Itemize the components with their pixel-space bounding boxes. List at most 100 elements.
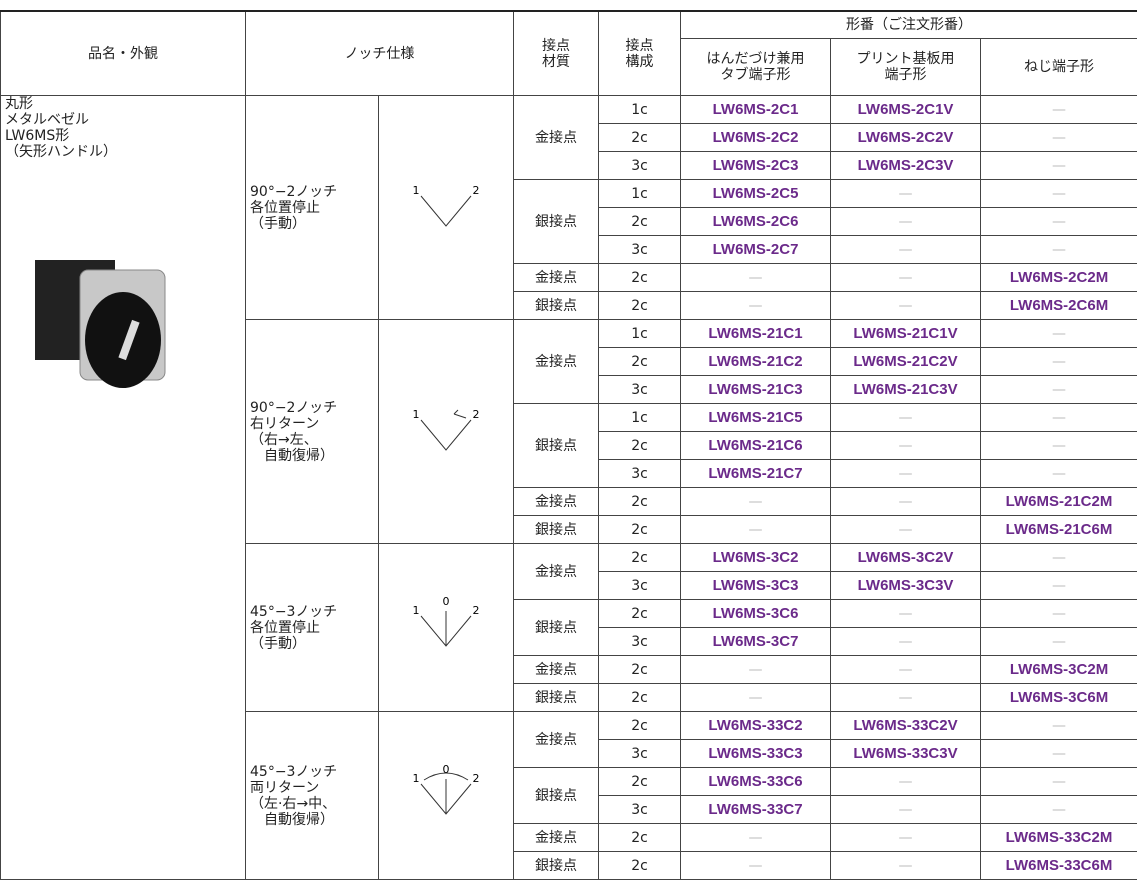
model-cell: — [680, 823, 832, 852]
model-cell: LW6MS-2C1 [680, 95, 832, 124]
model-cell: — [980, 319, 1137, 348]
header-cell: はんだづけ兼用 タブ端子形 [680, 38, 832, 96]
model-cell: — [830, 655, 982, 684]
model-cell: LW6MS-21C6 [680, 431, 832, 460]
model-cell: LW6MS-3C6 [680, 599, 832, 628]
material-cell: 金接点 [513, 823, 600, 852]
model-cell: — [830, 207, 982, 236]
model-cell: LW6MS-33C7 [680, 795, 832, 824]
config-cell: 3c [598, 151, 682, 180]
model-cell: LW6MS-2C7 [680, 235, 832, 264]
config-cell: 2c [598, 683, 682, 712]
model-cell: — [980, 739, 1137, 768]
header-cell: ねじ端子形 [980, 38, 1137, 96]
model-cell: — [980, 431, 1137, 460]
table-row: 2c LW6MS-21C6— — [1, 431, 1137, 460]
model-cell: LW6MS-2C2 [680, 123, 832, 152]
config-cell: 2c [598, 291, 682, 320]
model-cell: LW6MS-3C2V [830, 543, 982, 572]
model-cell: LW6MS-33C3V [830, 739, 982, 768]
model-cell: LW6MS-3C7 [680, 627, 832, 656]
model-cell: LW6MS-2C1V [830, 95, 982, 124]
diagram-cell: 1 0 2 [377, 543, 515, 712]
header-cell: 接点 構成 [598, 10, 682, 96]
config-cell: 2c [598, 543, 682, 572]
material-cell: 金接点 [513, 487, 600, 516]
model-cell: LW6MS-3C3 [680, 571, 832, 600]
config-cell: 2c [598, 711, 682, 740]
notch-label: 1 [413, 604, 420, 617]
model-cell: LW6MS-33C6M [980, 851, 1137, 880]
model-cell: — [980, 151, 1137, 180]
notch-label: 2 [473, 604, 480, 617]
model-cell: — [980, 235, 1137, 264]
material-cell: 金接点 [513, 543, 600, 600]
table-body: 丸形 メタルベゼル LW6MS形 （矢形ハンドル） 90°−2ノッチ 各位置停止 … [0, 95, 1137, 880]
model-cell: — [830, 487, 982, 516]
table-row: 銀接点 1c LW6MS-2C5— — [1, 179, 1137, 264]
model-cell: LW6MS-21C7 [680, 459, 832, 488]
notch-label: 1 [413, 184, 420, 197]
table-row: 2c LW6MS-21C2 LW6MS-21C2V — [1, 347, 1137, 376]
model-cell: — [680, 655, 832, 684]
config-cell: 2c [598, 515, 682, 544]
material-cell: 金接点 [513, 319, 600, 404]
notch-lines [420, 195, 472, 227]
model-cell: — [830, 683, 982, 712]
material-cell: 金接点 [513, 263, 600, 292]
notch-label: 2 [473, 772, 480, 785]
config-cell: 3c [598, 459, 682, 488]
config-cell: 1c [598, 403, 682, 432]
return-arrows [423, 772, 469, 780]
model-cell: — [680, 515, 832, 544]
model-cell: LW6MS-21C6M [980, 515, 1137, 544]
model-cell: — [680, 291, 832, 320]
model-cell: — [830, 179, 982, 208]
model-table: 品名・外観 ノッチ仕様 接点 材質 接点 構成 形番（ご注文形番） はんだづけ兼… [0, 10, 1137, 880]
model-cell: — [980, 599, 1137, 628]
model-cell: — [680, 263, 832, 292]
model-cell: — [980, 95, 1137, 124]
header-cell: 接点 材質 [513, 10, 600, 96]
config-cell: 2c [598, 599, 682, 628]
config-cell: 2c [598, 347, 682, 376]
material-cell: 銀接点 [513, 851, 600, 880]
header-cell: 品名・外観 [0, 10, 246, 96]
table-row: 丸形 メタルベゼル LW6MS形 （矢形ハンドル） 90°−2ノッチ 各位置停止 … [0, 95, 1137, 880]
model-cell: — [830, 235, 982, 264]
table-row: 3c LW6MS-3C7— — [1, 627, 1137, 656]
notch-diagram: 1 0 2 [413, 763, 480, 815]
material-cell: 銀接点 [513, 515, 600, 544]
config-cell: 1c [598, 179, 682, 208]
model-cell: LW6MS-21C3 [680, 375, 832, 404]
config-cell: 1c [598, 319, 682, 348]
config-cell: 2c [598, 487, 682, 516]
material-cell: 銀接点 [513, 179, 600, 264]
model-cell: — [680, 487, 832, 516]
config-cell: 2c [598, 851, 682, 880]
model-cell: LW6MS-33C2M [980, 823, 1137, 852]
material-cell: 金接点 [513, 711, 600, 768]
switch-knob [85, 292, 161, 388]
model-cell: LW6MS-21C3V [830, 375, 982, 404]
product-cell: 丸形 メタルベゼル LW6MS形 （矢形ハンドル） [0, 95, 246, 880]
notch-cell: 45°−3ノッチ 両リターン （左·右→中、 自動復帰） [245, 711, 379, 880]
model-cell: — [830, 599, 982, 628]
notch-label: 2 [473, 184, 480, 197]
config-cell: 3c [598, 571, 682, 600]
header-cell: プリント基板用 端子形 [830, 38, 982, 96]
diagram-cell: 1 0 2 [377, 711, 515, 880]
model-cell: LW6MS-21C2 [680, 347, 832, 376]
model-cell: — [980, 711, 1137, 740]
table-row: 45°−3ノッチ 両リターン （左·右→中、 自動復帰） 1 0 2 金接点 2c LW6M… [1, 711, 1137, 880]
model-cell: — [830, 431, 982, 460]
table-row: 3c LW6MS-2C7— — [1, 235, 1137, 264]
model-cell: — [830, 823, 982, 852]
notch-label: 0 [443, 764, 450, 776]
config-cell: 2c [598, 431, 682, 460]
config-cell: 3c [598, 795, 682, 824]
model-cell: — [680, 851, 832, 880]
